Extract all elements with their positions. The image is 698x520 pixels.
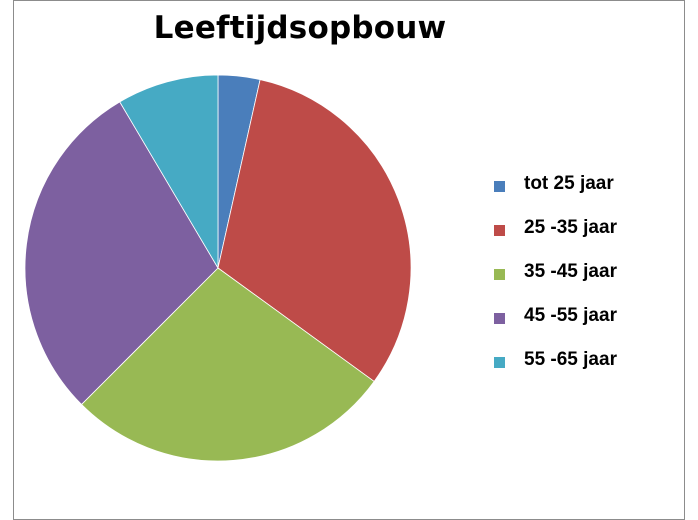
legend-label: tot 25 jaar (524, 173, 614, 194)
legend-label: 35 -45 jaar (524, 261, 617, 282)
legend-item: 45 -55 jaar (494, 305, 684, 349)
legend-swatch (494, 269, 505, 280)
legend-swatch (494, 357, 505, 368)
legend-item: 25 -35 jaar (494, 217, 684, 261)
pie-slice-2 (217, 79, 412, 382)
pie-slice-5 (119, 74, 219, 270)
legend-swatch (494, 313, 505, 324)
legend-swatch (494, 181, 505, 192)
pie-slices (24, 74, 412, 462)
legend-label: 25 -35 jaar (524, 217, 617, 238)
legend-item: 35 -45 jaar (494, 261, 684, 305)
legend-item: tot 25 jaar (494, 173, 684, 217)
chart-title: Leeftijdsopbouw (153, 10, 447, 46)
legend: tot 25 jaar 25 -35 jaar 35 -45 jaar 45 -… (494, 173, 684, 393)
legend-label: 55 -65 jaar (524, 349, 617, 370)
pie-slice-3 (80, 267, 375, 462)
legend-swatch (494, 225, 505, 236)
pie-chart (24, 74, 412, 462)
pie-slice-4 (24, 101, 219, 406)
legend-item: 55 -65 jaar (494, 349, 684, 393)
legend-label: 45 -55 jaar (524, 305, 617, 326)
